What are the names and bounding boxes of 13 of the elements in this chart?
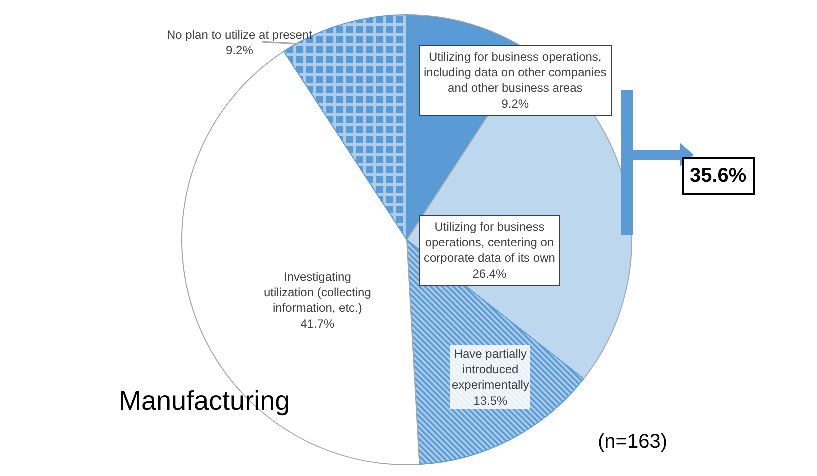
- slice-label: Utilizing for business operations, centering on corporate data of its own: [424, 220, 556, 266]
- slice-label: No plan to utilize at present: [167, 28, 314, 42]
- slice-label: Investigating utilization (collecting information, etc.): [264, 270, 372, 316]
- slice-label: Have partially introduced experimentally: [452, 347, 530, 392]
- data-label: 9.2%: [502, 96, 530, 111]
- data-label: 41.7%: [300, 316, 336, 331]
- slice-label: Utilizing for business operations, including data on other companies and other business areas: [424, 50, 607, 96]
- text: 35.6%: [690, 165, 747, 187]
- data-label: 13.5%: [474, 394, 508, 408]
- text: (n=163): [598, 431, 668, 453]
- data-label: 9.2%: [226, 44, 254, 58]
- text: Manufacturing: [119, 386, 290, 416]
- data-label: 26.4%: [472, 266, 508, 281]
